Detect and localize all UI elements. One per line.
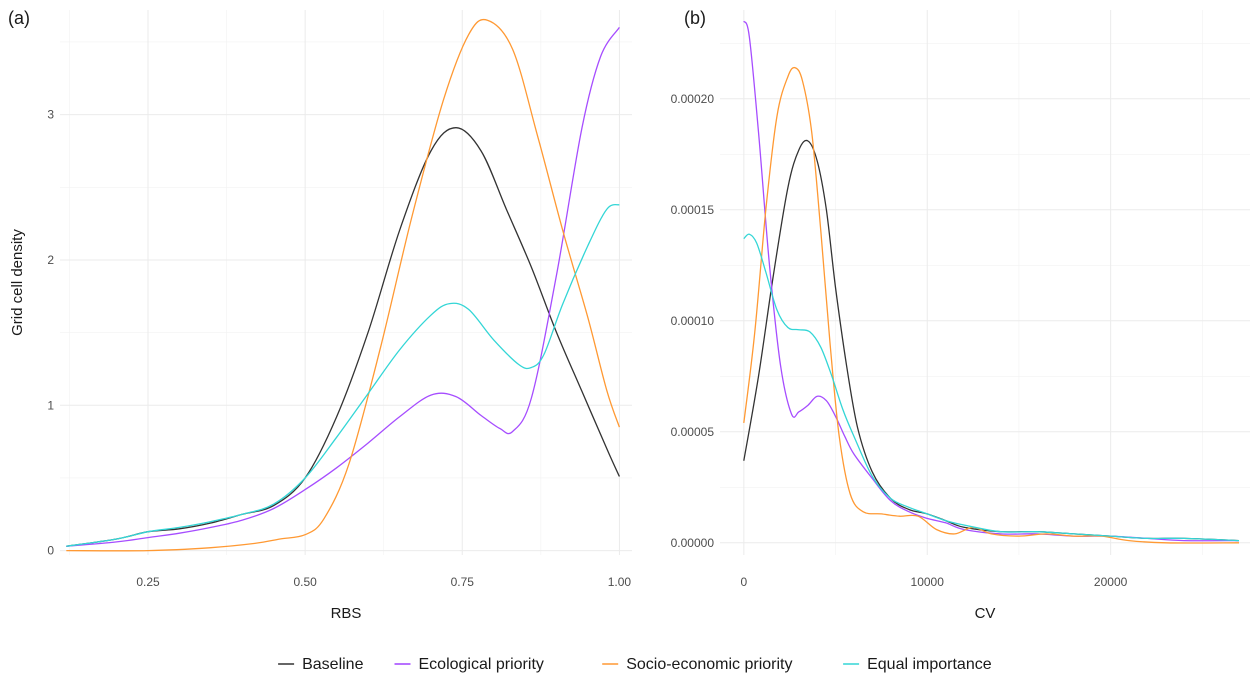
- x-tick-label: 0.25: [136, 575, 160, 589]
- major-gridlines: [60, 10, 632, 555]
- series-line-equal-importance: [66, 204, 620, 547]
- series-line-socio-economic-priority: [743, 66, 1240, 544]
- y-tick-label: 1: [47, 398, 54, 412]
- y-tick-label: 0.00000: [671, 536, 715, 550]
- x-axis-label: CV: [975, 605, 996, 622]
- major-gridlines: [720, 10, 1250, 555]
- legend: Baseline Ecological priority Socio-economi…: [278, 656, 992, 673]
- y-tick-label: 0.00015: [671, 203, 715, 217]
- x-tick-label: 10000: [911, 575, 945, 589]
- panel-a: 0.25 0.50 0.75 1.00 0 1 2 3 RBS Grid cell density…: [8, 8, 632, 622]
- x-tick-label: 0.75: [451, 575, 475, 589]
- panel-tag: (b): [684, 8, 706, 28]
- x-axis-label: RBS: [331, 605, 362, 622]
- series-line-equal-importance: [743, 233, 1240, 542]
- y-tick-label: 0.00020: [671, 92, 715, 106]
- legend-label: Equal importance: [867, 656, 992, 673]
- y-tick-label: 0.00010: [671, 314, 715, 328]
- series-line-baseline: [66, 127, 620, 547]
- panel-tag: (a): [8, 8, 30, 28]
- minor-gridlines: [720, 10, 1250, 555]
- minor-gridlines: [60, 10, 632, 555]
- series-line-socio-economic-priority: [66, 18, 621, 552]
- x-tick-label: 20000: [1094, 575, 1128, 589]
- y-tick-label: 2: [47, 253, 54, 267]
- legend-label: Ecological priority: [419, 656, 544, 673]
- panel-b: 0 10000 20000 0.00000 0.00005 0.00010 0.00015 0…: [671, 8, 1250, 622]
- x-tick-label: 0: [740, 575, 747, 589]
- legend-label: Baseline: [302, 656, 363, 673]
- y-tick-label: 0.00005: [671, 425, 715, 439]
- x-tick-label: 0.50: [293, 575, 317, 589]
- legend-label: Socio-economic priority: [626, 656, 792, 673]
- y-tick-label: 3: [47, 108, 54, 122]
- y-tick-label: 0: [47, 544, 54, 558]
- series-line-ecological-priority: [66, 27, 620, 547]
- y-axis-label: Grid cell density: [9, 229, 26, 336]
- x-tick-label: 1.00: [608, 575, 632, 589]
